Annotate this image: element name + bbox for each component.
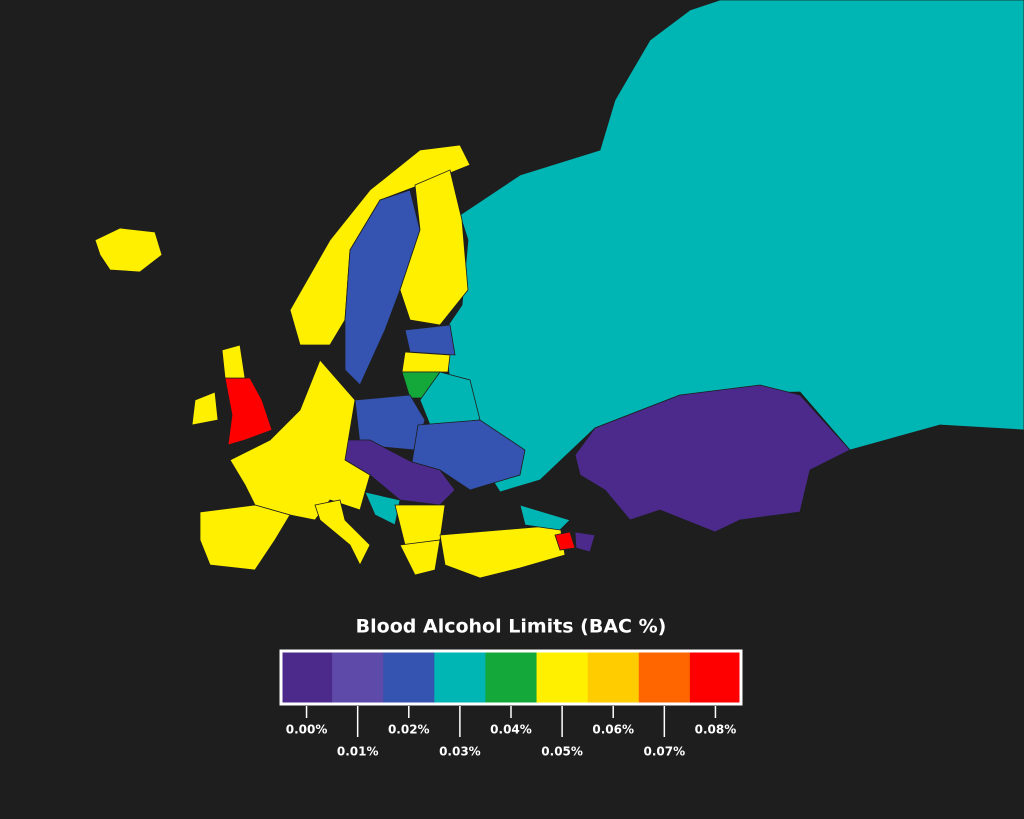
turkey: [439, 524, 566, 579]
legend-label: 0.04%: [490, 723, 532, 737]
legend-swatch: [383, 651, 435, 704]
legend-label: 0.05%: [541, 745, 583, 759]
legend-swatch: [638, 651, 691, 704]
legend-swatch: [485, 651, 538, 704]
legend-label: 0.01%: [337, 745, 379, 759]
armenia: [554, 531, 576, 551]
countries: [94, 0, 1024, 579]
iberia: [199, 504, 291, 571]
italy: [314, 499, 371, 566]
balkans-west: [364, 491, 401, 526]
legend: Blood Alcohol Limits (BAC %) 0.00% 0.01% 0…: [279, 616, 743, 759]
caucasus: [519, 504, 571, 531]
latvia: [401, 351, 451, 373]
legend-label: 0.02%: [388, 723, 430, 737]
legend-label: 0.08%: [695, 723, 737, 737]
legend-label: 0.07%: [644, 745, 686, 759]
kazakhstan: [574, 384, 851, 533]
scotland: [221, 344, 246, 379]
estonia-latvia: [404, 324, 456, 356]
ireland: [191, 391, 219, 426]
finland: [399, 169, 469, 326]
legend-swatch: [689, 651, 742, 704]
legend-label: 0.03%: [439, 745, 481, 759]
legend-label: 0.00%: [286, 723, 328, 737]
legend-swatch: [281, 651, 333, 704]
legend-swatch: [587, 651, 640, 704]
greece: [399, 539, 441, 576]
legend-swatch: [434, 651, 486, 704]
legend-title: Blood Alcohol Limits (BAC %): [356, 616, 667, 638]
united-kingdom: [224, 377, 273, 446]
iceland: [94, 227, 163, 273]
legend-swatch: [332, 651, 384, 704]
legend-swatch: [536, 651, 589, 704]
azerbaijan: [574, 531, 596, 553]
legend-border: [279, 649, 743, 706]
legend-label: 0.06%: [592, 723, 634, 737]
